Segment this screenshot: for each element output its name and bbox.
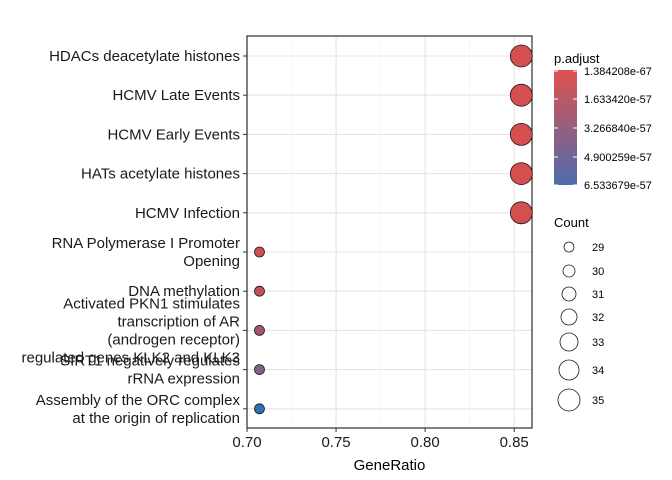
size-legend-label: 33 [592, 337, 604, 349]
size-legend-label: 29 [592, 242, 604, 254]
data-point [254, 403, 265, 415]
size-legend-key [562, 264, 576, 278]
size-legend-key [557, 388, 581, 412]
y-tick-label: HCMV Early Events [107, 126, 240, 143]
data-point [254, 324, 265, 336]
data-point [254, 364, 265, 376]
color-legend-label: 3.266840e-57 [584, 123, 652, 135]
size-legend-label: 34 [592, 365, 604, 377]
data-point [254, 285, 265, 297]
color-legend-label: 1.384208e-67 [584, 66, 652, 78]
y-tick-label: Activated PKN1 stimulates transcription o… [21, 295, 240, 366]
y-tick-label: HATs acetylate histones [81, 166, 240, 183]
data-point [509, 44, 533, 68]
size-legend-title: Count [554, 215, 589, 230]
size-legend-key [559, 332, 579, 352]
data-point [509, 201, 533, 225]
size-legend-label: 35 [592, 395, 604, 407]
data-point [509, 83, 533, 107]
y-tick-label: HCMV Late Events [112, 87, 240, 104]
plot-panel [247, 36, 532, 428]
data-point [254, 246, 265, 258]
color-legend-label: 6.533679e-57 [584, 180, 652, 192]
size-legend-key [561, 286, 577, 302]
y-tick-label: DNA methylation [128, 283, 240, 300]
data-point [509, 162, 533, 186]
x-tick-label: 0.85 [500, 434, 529, 451]
y-tick-label: HCMV Infection [135, 205, 240, 222]
y-tick-label: RNA Polymerase I Promoter Opening [52, 235, 240, 270]
x-tick-label: 0.70 [232, 434, 261, 451]
color-legend-label: 1.633420e-57 [584, 94, 652, 106]
color-legend-bar [554, 70, 577, 185]
size-legend-label: 32 [592, 312, 604, 324]
panel-border [246, 35, 533, 429]
color-legend-label: 4.900259e-57 [584, 152, 652, 164]
size-legend-label: 30 [592, 266, 604, 278]
y-tick-label: SIRT1 negatively regulates rRNA expressio… [60, 353, 240, 388]
x-tick-label: 0.75 [321, 434, 350, 451]
y-tick-label: Assembly of the ORC complex at the origin… [36, 392, 241, 427]
x-axis-title: GeneRatio [354, 457, 426, 474]
size-legend-key [560, 308, 578, 326]
data-point [509, 122, 533, 146]
size-legend-key [563, 241, 575, 253]
color-legend-title: p.adjust [554, 51, 600, 66]
y-tick-label: HDACs deacetylate histones [49, 48, 240, 65]
size-legend-key [558, 359, 580, 381]
x-tick-label: 0.80 [411, 434, 440, 451]
size-legend-label: 31 [592, 289, 604, 301]
